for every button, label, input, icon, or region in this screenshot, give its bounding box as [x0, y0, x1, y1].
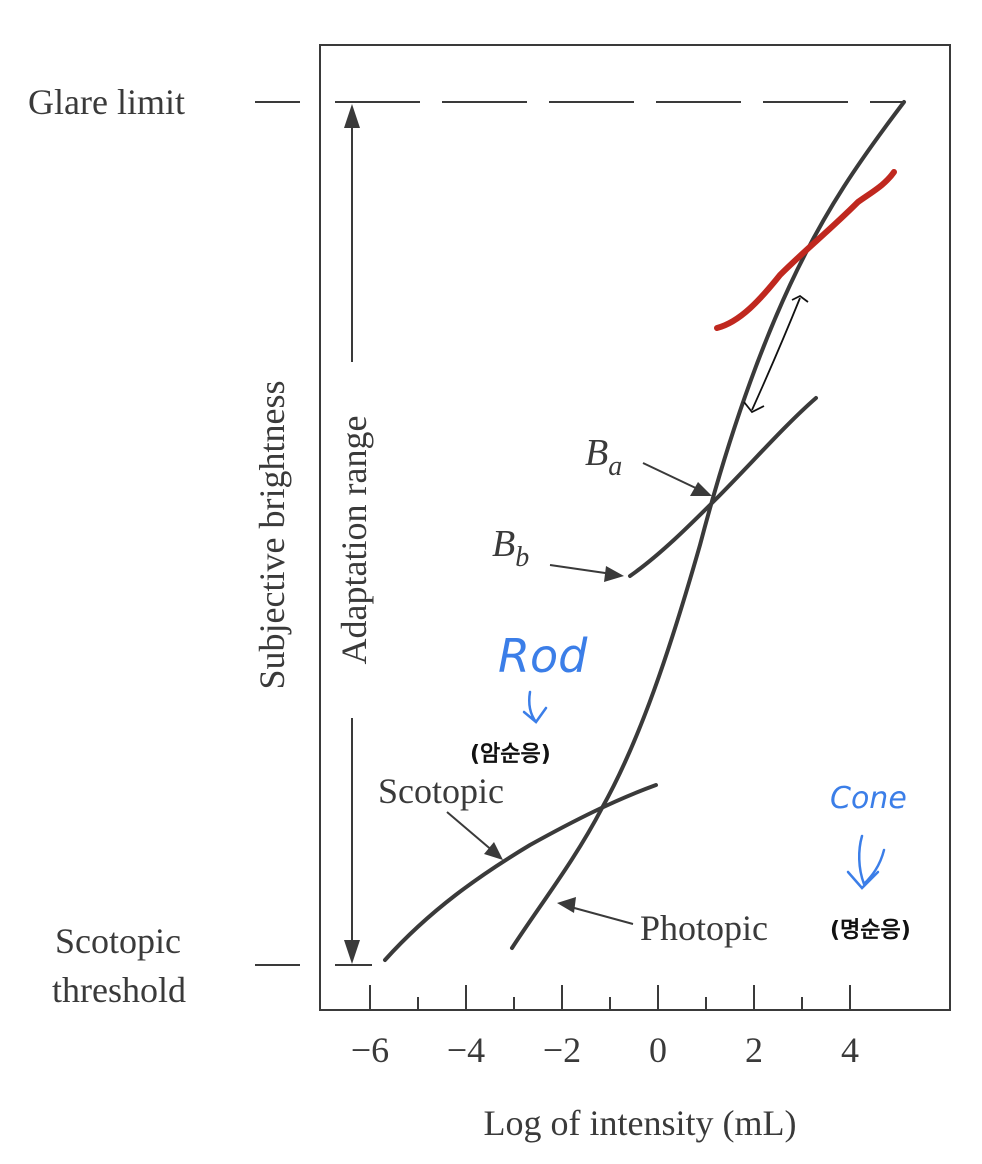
photopic-pointer-line — [566, 905, 634, 925]
bb-pointer-arrow — [604, 566, 624, 582]
rod-arrow-icon — [522, 690, 548, 724]
x-axis-ticks — [369, 985, 851, 1010]
x-tick-label: −2 — [543, 1030, 581, 1070]
bb-pointer-line — [549, 564, 613, 575]
rod-korean-label: (암순응) — [470, 742, 551, 767]
plot-frame — [319, 44, 951, 1011]
scotopic-pointer-arrow — [484, 842, 503, 860]
x-tick-label: −6 — [351, 1030, 389, 1070]
x-tick-label: 0 — [649, 1030, 667, 1070]
cone-annotation: Cone — [830, 781, 907, 816]
photopic-label: Photopic — [640, 908, 768, 948]
adaptation-range-arrow-up — [344, 104, 360, 128]
photopic-curve — [510, 100, 906, 950]
x-tick-label: −4 — [447, 1030, 485, 1070]
cone-korean-label: (명순응) — [830, 918, 911, 943]
scotopic-label: Scotopic — [378, 771, 504, 811]
rod-annotation: Rod — [498, 629, 588, 683]
scotopic-threshold-label-2: threshold — [52, 970, 186, 1010]
cone-arrow-icon — [846, 834, 886, 890]
photopic-pointer-arrow — [557, 897, 576, 913]
scotopic-curve — [383, 783, 658, 962]
x-axis-label: Log of intensity (mL) — [484, 1103, 797, 1143]
range-annotation-arrowheads — [743, 294, 809, 414]
x-tick-label: 2 — [745, 1030, 763, 1070]
scotopic-threshold-label-1: Scotopic — [55, 921, 181, 961]
bb-label: Bb — [492, 523, 529, 573]
bb-curve — [628, 396, 818, 578]
glare-limit-label: Glare limit — [28, 82, 185, 122]
x-tick-labels: −6 −4 −2 0 2 4 — [351, 1030, 859, 1070]
y-axis-label: Subjective brightness — [252, 381, 292, 690]
scotopic-pointer-line — [446, 811, 495, 853]
ba-pointer-arrow — [690, 482, 712, 496]
ba-pointer-line — [642, 462, 703, 492]
range-annotation-arrow — [751, 297, 801, 411]
x-tick-label: 4 — [841, 1030, 859, 1070]
adaptation-range-arrow-down — [344, 940, 360, 964]
ba-label: Ba — [585, 432, 622, 482]
highlight-curve — [714, 169, 897, 331]
adaptation-range-label: Adaptation range — [334, 416, 374, 665]
